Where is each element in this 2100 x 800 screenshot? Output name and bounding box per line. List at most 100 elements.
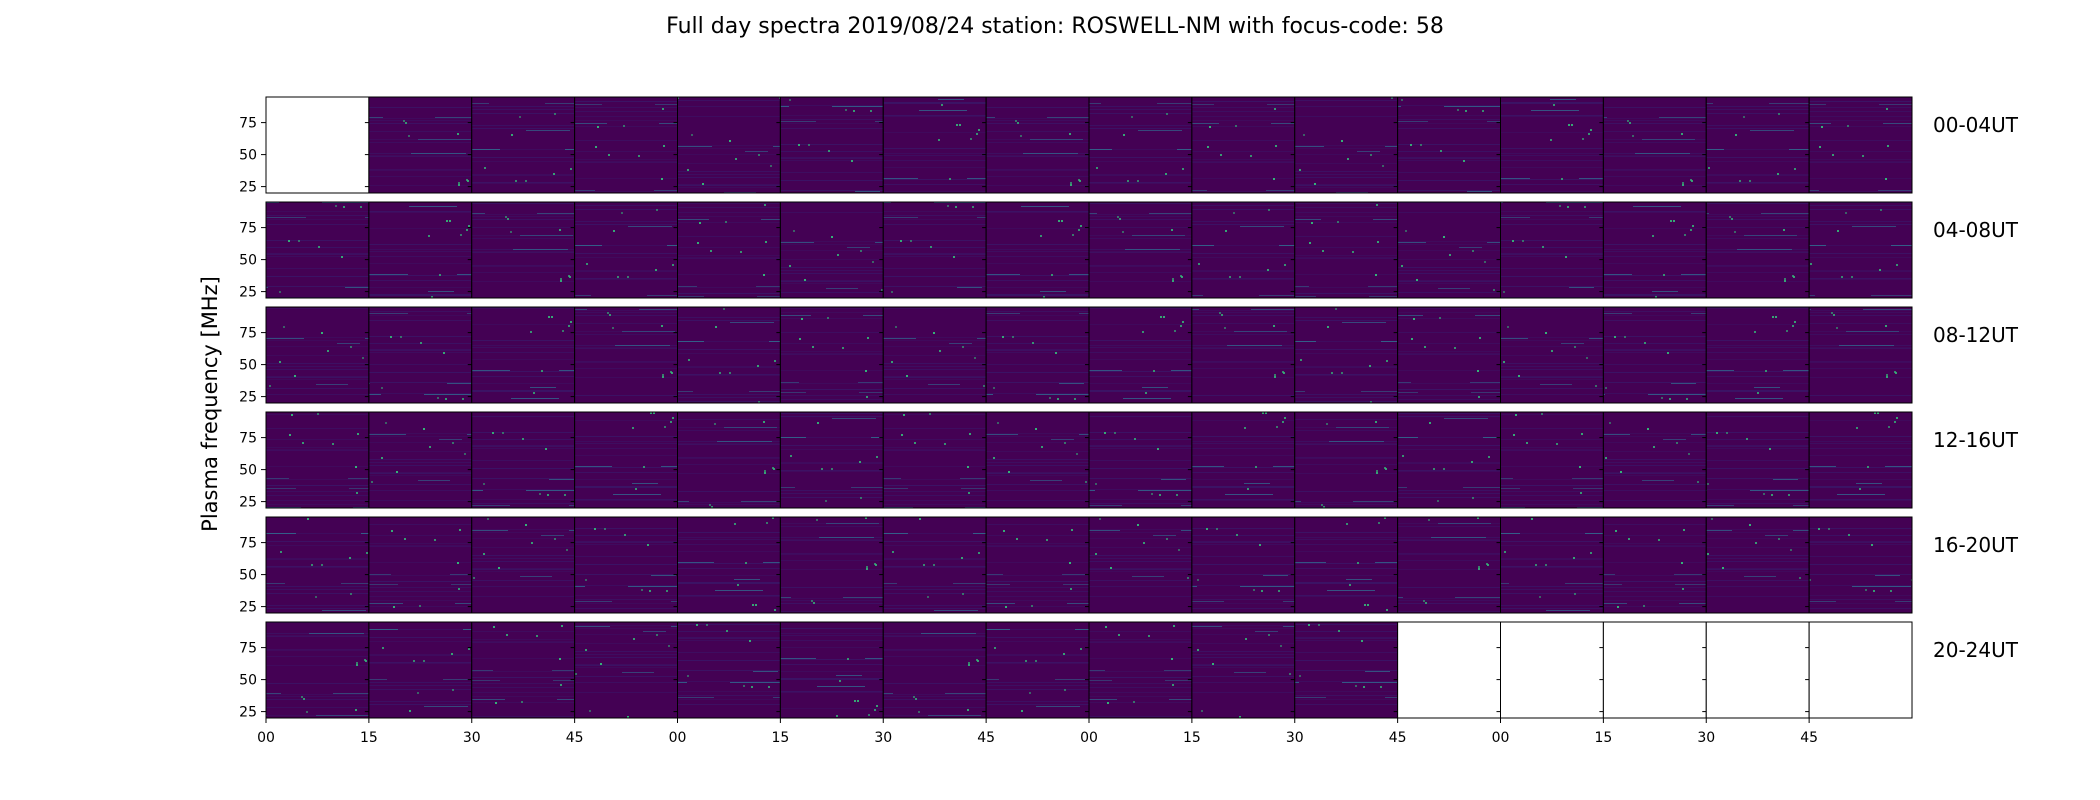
- y-tick-label: 75: [239, 431, 257, 447]
- spectrum-panel: [779, 411, 884, 509]
- spectrum-panel: [882, 411, 987, 509]
- row-label: 20-24UT: [1933, 638, 2019, 662]
- spectrum-panel: [1294, 411, 1399, 509]
- spectrum-panel: [677, 306, 781, 404]
- spectrum-panel: [1191, 516, 1296, 614]
- spectrum-panel: [1500, 306, 1604, 404]
- y-tick-label: 50: [239, 673, 257, 689]
- spectrum-panel: [1088, 621, 1193, 719]
- x-tick-label: 45: [566, 730, 584, 746]
- x-tick-label: 00: [257, 730, 275, 746]
- y-tick-label: 50: [239, 463, 257, 479]
- spectrum-panel: [1500, 516, 1604, 614]
- spectrum-panel: [1088, 516, 1193, 614]
- x-tick-label: 45: [1800, 730, 1818, 746]
- spectrum-panel: [1397, 201, 1502, 299]
- y-tick-label: 75: [239, 116, 257, 132]
- spectrum-panel: [779, 516, 884, 614]
- spectrum-panel: [574, 96, 679, 194]
- spectrum-panel: [1602, 306, 1707, 404]
- spectrum-panel: [1602, 96, 1707, 194]
- y-tick-label: 75: [239, 221, 257, 237]
- spectrum-panel: [471, 516, 576, 614]
- spectrum-panel: [779, 306, 884, 404]
- y-tick-label: 25: [239, 285, 257, 301]
- row-label: 08-12UT: [1933, 323, 2019, 347]
- spectrum-panel: [1191, 201, 1296, 299]
- spectrum-panel: [574, 306, 679, 404]
- spectrum-panel: [1808, 306, 1913, 404]
- spectrum-panel: [471, 621, 576, 719]
- spectrum-panel: [985, 516, 1090, 614]
- y-tick-label: 50: [239, 253, 257, 269]
- x-tick-label: 00: [1492, 730, 1510, 746]
- spectrum-panel: [1294, 96, 1399, 194]
- row-label: 04-08UT: [1933, 218, 2019, 242]
- spectrum-panel: [574, 201, 679, 299]
- empty-panel: [1808, 621, 1913, 719]
- spectrum-panel: [368, 306, 473, 404]
- spectrum-panel: [1191, 96, 1296, 194]
- spectrum-panel: [265, 201, 370, 299]
- x-tick-label: 15: [360, 730, 378, 746]
- spectrum-panel: [1705, 516, 1810, 614]
- spectrum-panel: [882, 621, 987, 719]
- spectrum-panel: [471, 96, 576, 194]
- empty-panel: [265, 96, 370, 194]
- row-label: 16-20UT: [1933, 533, 2019, 557]
- x-tick-label: 30: [874, 730, 892, 746]
- x-axis-ticks: 00 15 30 45 00 15 30 45 00 15 30 45 00 15 30 45: [257, 718, 1818, 746]
- spectrum-panel: [1088, 411, 1193, 509]
- spectrum-panel: [677, 411, 781, 509]
- y-tick-label: 50: [239, 358, 257, 374]
- spectrum-panel: [1294, 516, 1399, 614]
- spectrum-panel: [1294, 621, 1399, 719]
- spectrum-panel: [985, 201, 1090, 299]
- spectrum-panel: [368, 96, 473, 194]
- spectrum-panel: [1500, 411, 1604, 509]
- spectrum-panel: [677, 516, 781, 614]
- spectrum-panel: [1602, 411, 1707, 509]
- spectrum-panel: [779, 201, 884, 299]
- spectrum-panel: [574, 621, 679, 719]
- spectrum-panel: [1705, 306, 1810, 404]
- spectrum-panel: [1397, 306, 1502, 404]
- spectrum-panel: [1808, 201, 1913, 299]
- spectrum-panel: [368, 411, 473, 509]
- spectrum-panel: [1397, 411, 1502, 509]
- spectrum-panel: [265, 516, 370, 614]
- spectrum-panel: [1705, 201, 1810, 299]
- empty-panel: [1705, 621, 1810, 719]
- spectrum-panel: [574, 411, 679, 509]
- spectrum-panel: [1294, 201, 1399, 299]
- y-tick-label: 75: [239, 326, 257, 342]
- spectrum-panel: [985, 96, 1090, 194]
- spectrum-panel: [1191, 306, 1296, 404]
- x-tick-label: 30: [1286, 730, 1304, 746]
- spectrum-panel: [265, 621, 370, 719]
- spectrum-panel: [1500, 96, 1604, 194]
- x-tick-label: 15: [1594, 730, 1612, 746]
- spectrum-panel: [1808, 516, 1913, 614]
- spectrum-panel: [368, 201, 473, 299]
- spectrum-panel: [779, 96, 884, 194]
- spectrum-panel: [265, 411, 370, 509]
- spectrum-panel: [368, 516, 473, 614]
- spectrum-panel: [1808, 96, 1913, 194]
- spectrum-panel: [368, 621, 473, 719]
- spectrum-panel: [985, 621, 1090, 719]
- row-label: 12-16UT: [1933, 428, 2019, 452]
- row-label: 00-04UT: [1933, 113, 2019, 137]
- x-tick-label: 30: [1697, 730, 1715, 746]
- spectrum-panel: [1397, 516, 1502, 614]
- y-axis-label: Plasma frequency [MHz]: [198, 276, 222, 532]
- spectrum-panel: [1602, 201, 1707, 299]
- y-tick-label: 50: [239, 148, 257, 164]
- y-tick-label: 25: [239, 180, 257, 196]
- empty-panel: [1602, 621, 1707, 719]
- spectrum-panel: [985, 306, 1090, 404]
- spectrum-panel: [882, 516, 987, 614]
- spectrum-panel: [1397, 96, 1502, 194]
- spectrum-panel: [1088, 306, 1193, 404]
